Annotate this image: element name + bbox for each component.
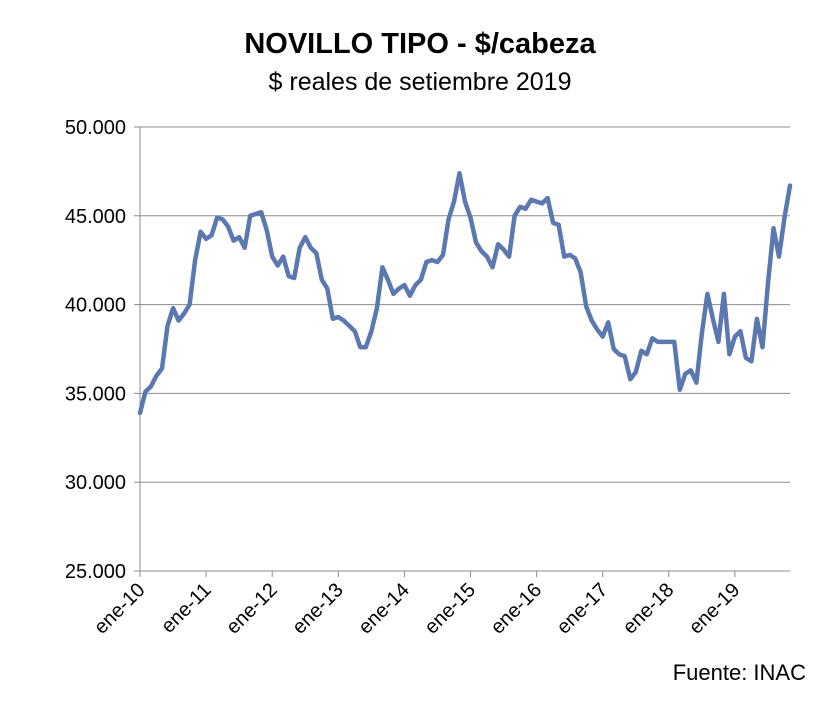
series-layer — [137, 170, 793, 416]
gridlines — [140, 126, 790, 483]
chart-title: NOVILLO TIPO - $/cabeza — [244, 28, 596, 60]
x-tick-label: ene-15 — [420, 579, 480, 639]
chart-subtitle: $ reales de setiembre 2019 — [268, 68, 572, 96]
y-tick-label: 30.000 — [65, 472, 126, 494]
source-note: Fuente: INAC — [672, 660, 806, 685]
y-tick-label: 50.000 — [65, 117, 126, 139]
x-tick-label: ene-18 — [619, 579, 679, 639]
x-tick-label: ene-17 — [553, 579, 613, 639]
x-tick-label: ene-10 — [90, 579, 150, 639]
y-tick-label: 35.000 — [65, 383, 126, 405]
series-line — [137, 170, 793, 416]
x-tick-label: ene-19 — [685, 579, 745, 639]
x-tick-label: ene-11 — [157, 579, 216, 638]
y-tick-label: 40.000 — [65, 295, 126, 317]
y-tick-label: 45.000 — [65, 206, 126, 228]
x-tick-label: ene-12 — [222, 579, 282, 639]
axes — [134, 126, 790, 577]
x-tick-label: ene-16 — [487, 579, 547, 639]
x-tick-label: ene-13 — [288, 579, 348, 639]
y-tick-label: 25.000 — [65, 561, 126, 583]
tick-labels: 25.000 30.000 35.000 40.000 45.000 50.000 ene-… — [65, 117, 745, 639]
x-tick-label: ene-14 — [354, 579, 414, 639]
